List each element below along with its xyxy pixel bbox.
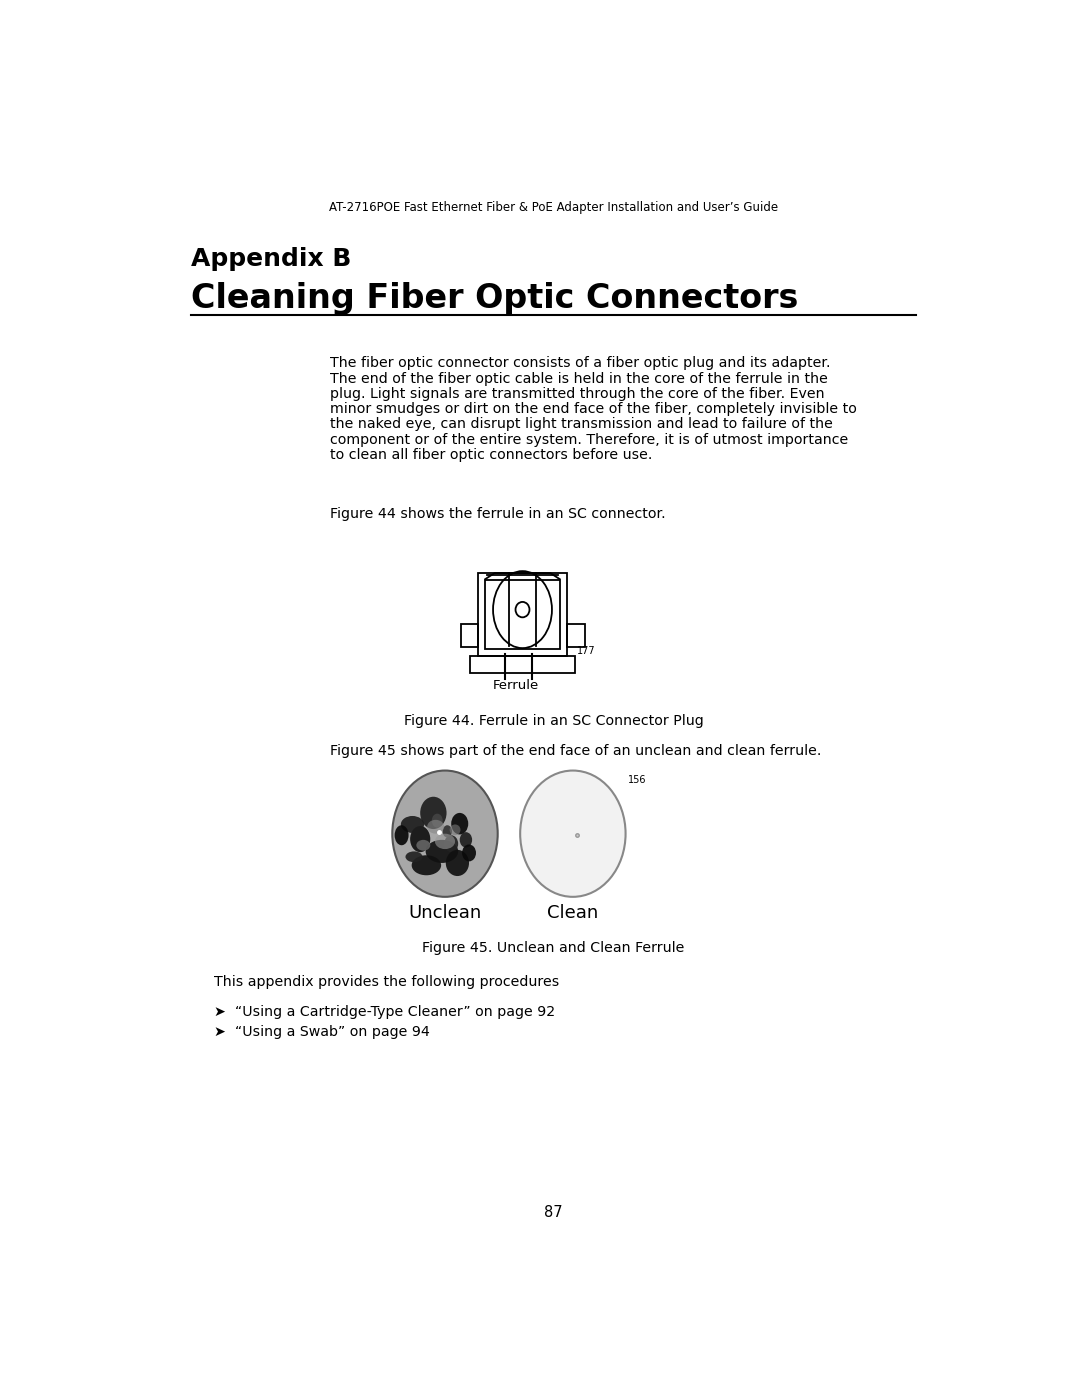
- Text: component or of the entire system. Therefore, it is of utmost importance: component or of the entire system. There…: [330, 433, 849, 447]
- Ellipse shape: [394, 826, 408, 845]
- Text: ➤  “Using a Swab” on page 94: ➤ “Using a Swab” on page 94: [214, 1024, 430, 1038]
- Ellipse shape: [460, 833, 472, 848]
- Text: Appendix B: Appendix B: [191, 246, 351, 271]
- Ellipse shape: [416, 840, 430, 851]
- Text: The fiber optic connector consists of a fiber optic plug and its adapter.: The fiber optic connector consists of a …: [330, 356, 831, 370]
- Ellipse shape: [446, 849, 469, 876]
- Ellipse shape: [451, 813, 469, 834]
- Ellipse shape: [444, 835, 458, 852]
- Text: minor smudges or dirt on the end face of the fiber, completely invisible to: minor smudges or dirt on the end face of…: [330, 402, 858, 416]
- Text: 156: 156: [627, 775, 647, 785]
- Text: This appendix provides the following procedures: This appendix provides the following pro…: [214, 975, 559, 989]
- Ellipse shape: [521, 771, 625, 897]
- Ellipse shape: [426, 840, 458, 863]
- Text: 177: 177: [577, 647, 595, 657]
- Ellipse shape: [392, 771, 498, 897]
- Text: Figure 45 shows part of the end face of an unclean and clean ferrule.: Figure 45 shows part of the end face of …: [330, 745, 822, 759]
- Text: plug. Light signals are transmitted through the core of the fiber. Even: plug. Light signals are transmitted thro…: [330, 387, 825, 401]
- Text: Ferrule: Ferrule: [494, 679, 539, 692]
- Text: AT-2716POE Fast Ethernet Fiber & PoE Adapter Installation and User’s Guide: AT-2716POE Fast Ethernet Fiber & PoE Ada…: [329, 201, 778, 214]
- Text: Figure 44 shows the ferrule in an SC connector.: Figure 44 shows the ferrule in an SC con…: [330, 507, 666, 521]
- Ellipse shape: [410, 826, 430, 852]
- Ellipse shape: [401, 816, 424, 833]
- Ellipse shape: [428, 820, 444, 834]
- Ellipse shape: [411, 855, 441, 876]
- Text: Cleaning Fiber Optic Connectors: Cleaning Fiber Optic Connectors: [191, 282, 798, 316]
- Text: ➤  “Using a Cartridge-Type Cleaner” on page 92: ➤ “Using a Cartridge-Type Cleaner” on pa…: [214, 1004, 555, 1018]
- Ellipse shape: [449, 824, 460, 835]
- Text: Figure 44. Ferrule in an SC Connector Plug: Figure 44. Ferrule in an SC Connector Pl…: [404, 714, 703, 728]
- Ellipse shape: [435, 834, 455, 849]
- Ellipse shape: [432, 813, 443, 827]
- Ellipse shape: [420, 796, 446, 828]
- Text: Unclean: Unclean: [408, 904, 482, 922]
- Text: Clean: Clean: [548, 904, 598, 922]
- Ellipse shape: [405, 851, 422, 862]
- Text: to clean all fiber optic connectors before use.: to clean all fiber optic connectors befo…: [330, 448, 652, 462]
- Text: 87: 87: [544, 1206, 563, 1220]
- Text: The end of the fiber optic cable is held in the core of the ferrule in the: The end of the fiber optic cable is held…: [330, 372, 828, 386]
- Text: Figure 45. Unclean and Clean Ferrule: Figure 45. Unclean and Clean Ferrule: [422, 942, 685, 956]
- Text: the naked eye, can disrupt light transmission and lead to failure of the: the naked eye, can disrupt light transmi…: [330, 418, 833, 432]
- Ellipse shape: [462, 844, 476, 862]
- Ellipse shape: [443, 826, 451, 838]
